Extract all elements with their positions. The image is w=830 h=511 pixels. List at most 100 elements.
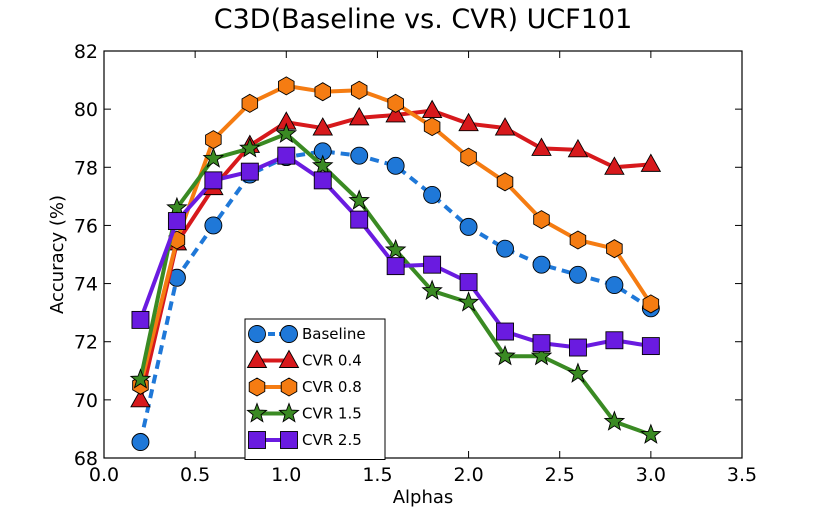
data-point — [277, 146, 296, 165]
data-point — [312, 117, 334, 136]
data-point — [642, 294, 660, 314]
series-cvr-1-5 — [129, 122, 662, 444]
data-point — [567, 362, 589, 383]
legend: Baseline CVR 0.4 CVR 0.8 CVR 1.5 CVR 2.5 — [244, 318, 386, 460]
series-cvr-0-8 — [132, 76, 660, 395]
legend-label: CVR 2.5 — [302, 431, 362, 449]
data-point — [604, 156, 625, 175]
data-point — [241, 93, 259, 113]
data-point — [350, 80, 368, 100]
series-cvr-2-5 — [131, 146, 660, 357]
data-point — [496, 239, 514, 258]
data-point — [167, 212, 186, 231]
data-point — [385, 104, 406, 123]
data-point — [204, 171, 223, 190]
data-point — [532, 255, 551, 274]
y-tick-label: 82 — [74, 41, 98, 63]
data-point — [421, 279, 443, 300]
data-point — [386, 257, 405, 276]
data-point — [606, 239, 623, 259]
data-point — [131, 433, 150, 451]
legend-marker — [280, 325, 298, 343]
series-layer — [129, 76, 662, 451]
data-point — [205, 130, 222, 150]
data-point — [278, 76, 295, 96]
data-point — [131, 310, 150, 329]
y-axis-title: Accuracy (%) — [47, 195, 68, 314]
data-point — [423, 117, 441, 137]
y-tick-label: 74 — [74, 274, 98, 296]
legend-label: CVR 0.8 — [302, 378, 362, 396]
legend-label: Baseline — [302, 325, 366, 343]
data-point — [530, 344, 553, 366]
data-point — [603, 410, 626, 431]
data-point — [459, 217, 478, 236]
data-point — [348, 189, 370, 210]
legend-marker — [248, 325, 266, 343]
data-point — [568, 338, 587, 357]
x-tick-label: 3.0 — [636, 464, 666, 486]
data-point — [240, 162, 259, 181]
y-tick-label: 78 — [74, 157, 98, 179]
data-point — [130, 388, 151, 408]
data-point — [423, 185, 442, 204]
data-point — [568, 265, 587, 284]
data-point — [640, 153, 662, 172]
data-point — [350, 210, 369, 229]
data-point — [459, 273, 478, 292]
data-point — [386, 156, 405, 175]
x-tick-label: 0.0 — [89, 464, 119, 486]
data-point — [348, 106, 370, 126]
y-tick-label: 76 — [74, 215, 98, 237]
legend-marker — [278, 349, 300, 368]
data-point — [567, 138, 589, 158]
data-point — [423, 255, 442, 274]
data-point — [384, 238, 407, 260]
x-tick-label: 1.5 — [362, 464, 392, 486]
data-point — [640, 423, 662, 444]
legend-marker — [280, 377, 298, 397]
data-point — [313, 171, 332, 190]
legend-marker — [246, 349, 268, 368]
data-point — [605, 331, 624, 350]
data-point — [569, 230, 587, 250]
data-point — [496, 172, 514, 192]
data-point — [204, 216, 223, 235]
data-point — [421, 99, 443, 119]
x-tick-label: 2.0 — [453, 464, 483, 486]
legend-label: CVR 0.4 — [302, 352, 362, 370]
data-point — [239, 137, 261, 158]
data-point — [533, 210, 550, 230]
data-point — [605, 276, 624, 294]
data-point — [202, 147, 225, 168]
data-point — [494, 117, 516, 136]
y-tick-label: 72 — [74, 332, 98, 354]
x-axis-title: Alphas — [393, 487, 454, 508]
axes-layer: 0.0 0.5 1.0 1.5 2.0 2.5 3.0 3.5 68 70 72 74 76 78 80 82 — [74, 41, 757, 486]
legend-marker — [248, 377, 266, 397]
x-tick-label: 1.0 — [271, 464, 301, 486]
legend-marker — [246, 402, 268, 423]
data-point — [532, 334, 551, 353]
legend-marker — [278, 402, 300, 423]
x-tick-label: 3.5 — [727, 464, 757, 486]
data-point — [350, 146, 369, 165]
legend-box — [244, 318, 386, 460]
plot-frame — [103, 50, 743, 459]
y-tick-label: 70 — [74, 390, 98, 412]
y-tick-label: 68 — [74, 448, 98, 470]
chart-title: C3D(Baseline vs. CVR) UCF101 — [214, 4, 633, 35]
series-line — [138, 149, 652, 443]
y-tick-label: 80 — [74, 99, 98, 121]
data-point — [457, 291, 480, 312]
x-tick-label: 0.5 — [180, 464, 210, 486]
data-point — [314, 82, 331, 102]
data-point — [129, 368, 152, 389]
legend-label: CVR 1.5 — [302, 405, 362, 423]
data-point — [460, 147, 477, 167]
data-point — [496, 322, 514, 341]
data-point — [275, 122, 298, 143]
data-point — [458, 112, 479, 132]
data-point — [641, 337, 660, 356]
